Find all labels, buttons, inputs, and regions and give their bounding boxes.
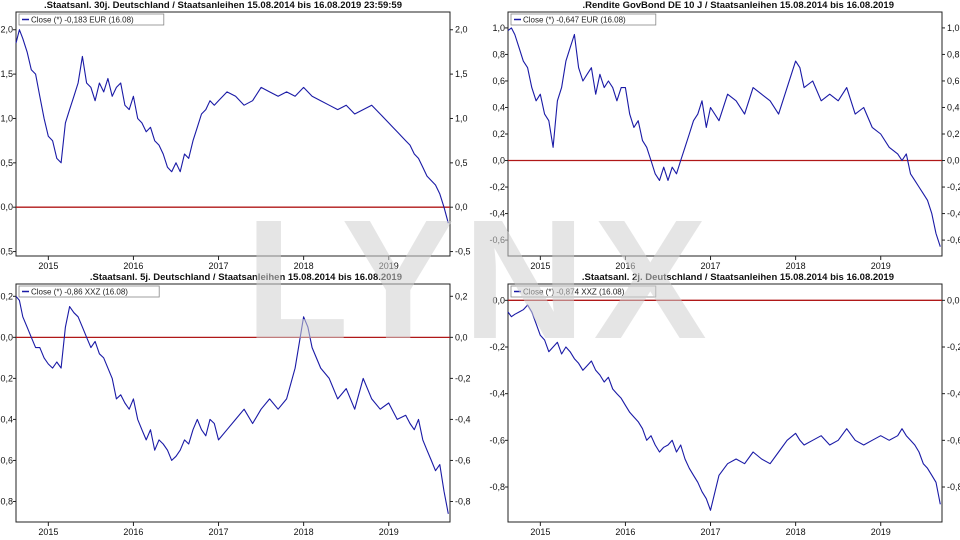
plot-area: [15, 11, 451, 257]
chart-title: .Staatsanl. 30j. Deutschland / Staatsanl…: [44, 0, 402, 11]
y-tick-label-right: -0,2: [947, 182, 960, 192]
y-tick-label-left: -0,5: [0, 247, 13, 257]
y-tick-label-right: -0,4: [947, 209, 960, 219]
y-tick-label-left: 0,2: [0, 291, 13, 301]
chart-title: .Staatsanl. 5j. Deutschland / Staatsanle…: [90, 272, 402, 283]
chart-title: .Rendite GovBond DE 10 J / Staatsanleihe…: [582, 0, 894, 11]
series-line: [507, 27, 941, 247]
y-tick-label-left: -0,2: [489, 342, 505, 352]
y-tick-label-left: 1,0: [492, 23, 505, 33]
y-tick-label-right: -0,6: [455, 455, 471, 465]
chart-panel-1: .Staatsanl. 30j. Deutschland / Staatsanl…: [0, 0, 471, 271]
chart-panel-3: .Staatsanl. 5j. Deutschland / Staatsanle…: [0, 272, 471, 537]
x-tick-label: 2018: [786, 527, 806, 537]
y-tick-label-left: 1,0: [0, 113, 13, 123]
y-tick-label-right: 1,0: [455, 113, 468, 123]
x-tick-label: 2016: [615, 261, 635, 271]
y-tick-label-right: 0,2: [947, 129, 960, 139]
x-tick-label: 2016: [615, 527, 635, 537]
y-tick-label-left: 0,0: [492, 156, 505, 166]
legend-box: [510, 13, 657, 26]
y-tick-label-right: -0,4: [947, 389, 960, 399]
y-tick-label-left: -0,4: [489, 389, 505, 399]
y-tick-label-right: 1,5: [455, 69, 468, 79]
series-line: [15, 295, 449, 514]
x-tick-label: 2017: [701, 261, 721, 271]
x-tick-label: 2019: [871, 527, 891, 537]
y-tick-label-right: -0,5: [455, 247, 471, 257]
y-tick-label-left: 0,0: [492, 295, 505, 305]
x-tick-label: 2018: [786, 261, 806, 271]
y-tick-label-right: 0,0: [947, 156, 960, 166]
x-tick-label: 2018: [294, 527, 314, 537]
legend-label: Close (*) -0,874 XXZ (16.08): [523, 288, 625, 297]
legend-label: Close (*) -0,86 XXZ (16.08): [31, 288, 128, 297]
y-tick-label-right: -0,2: [455, 373, 471, 383]
legend-label: Close (*) -0,183 EUR (16.08): [31, 16, 134, 25]
y-tick-label-left: 0,0: [0, 332, 13, 342]
x-tick-label: 2016: [123, 261, 143, 271]
y-tick-label-right: 0,0: [455, 332, 468, 342]
legend-box: [18, 13, 165, 26]
y-tick-label-left: 1,5: [0, 69, 13, 79]
y-tick-label-right: 0,8: [947, 49, 960, 59]
y-tick-label-right: 0,5: [455, 158, 468, 168]
x-tick-label: 2017: [209, 527, 229, 537]
y-tick-label-left: -0,6: [0, 455, 13, 465]
series-line: [15, 29, 449, 224]
y-tick-label-right: 0,4: [947, 102, 960, 112]
x-tick-label: 2016: [123, 527, 143, 537]
y-tick-label-left: 0,8: [492, 49, 505, 59]
y-tick-label-right: -0,4: [455, 414, 471, 424]
x-tick-label: 2015: [38, 261, 58, 271]
y-tick-label-right: 0,0: [947, 295, 960, 305]
y-tick-label-right: -0,8: [947, 482, 960, 492]
x-tick-label: 2017: [209, 261, 229, 271]
y-tick-label-left: -0,6: [489, 435, 505, 445]
y-tick-label-right: 0,2: [455, 291, 468, 301]
chart-panel-2: .Rendite GovBond DE 10 J / Staatsanleihe…: [489, 0, 960, 271]
y-tick-label-left: 0,2: [492, 129, 505, 139]
y-tick-label-left: -0,8: [0, 496, 13, 506]
y-tick-label-left: -0,2: [489, 182, 505, 192]
y-tick-label-right: -0,6: [947, 435, 960, 445]
x-tick-label: 2015: [530, 261, 550, 271]
y-tick-label-right: 1,0: [947, 23, 960, 33]
x-tick-label: 2018: [294, 261, 314, 271]
x-tick-label: 2015: [530, 527, 550, 537]
y-tick-label-right: -0,8: [455, 496, 471, 506]
y-tick-label-right: -0,6: [947, 235, 960, 245]
legend-label: Close (*) -0,647 EUR (16.08): [523, 16, 626, 25]
y-tick-label-left: -0,2: [0, 373, 13, 383]
x-tick-label: 2019: [379, 527, 399, 537]
y-tick-label-right: 0,6: [947, 76, 960, 86]
y-tick-label-left: 0,0: [0, 202, 13, 212]
y-tick-label-right: 0,0: [455, 202, 468, 212]
y-tick-label-right: -0,2: [947, 342, 960, 352]
y-tick-label-left: 0,4: [492, 102, 505, 112]
x-tick-label: 2019: [871, 261, 891, 271]
y-tick-label-left: 0,6: [492, 76, 505, 86]
y-tick-label-left: 0,5: [0, 158, 13, 168]
x-tick-label: 2015: [38, 527, 58, 537]
y-tick-label-left: -0,4: [489, 209, 505, 219]
y-tick-label-left: -0,4: [0, 414, 13, 424]
y-tick-label-left: -0,8: [489, 482, 505, 492]
y-tick-label-left: 2,0: [0, 25, 13, 35]
chart-title: .Staatsanl. 2j. Deutschland / Staatsanle…: [582, 272, 894, 283]
series-line: [507, 304, 941, 511]
x-tick-label: 2019: [379, 261, 399, 271]
y-tick-label-right: 2,0: [455, 25, 468, 35]
y-tick-label-left: -0,6: [489, 235, 505, 245]
plot-area: [507, 283, 943, 523]
plot-area: [15, 283, 451, 523]
legend-box: [18, 285, 160, 298]
legend-box: [510, 285, 657, 298]
plot-area: [507, 11, 943, 257]
chart-panel-4: .Staatsanl. 2j. Deutschland / Staatsanle…: [489, 272, 960, 537]
x-tick-label: 2017: [701, 527, 721, 537]
